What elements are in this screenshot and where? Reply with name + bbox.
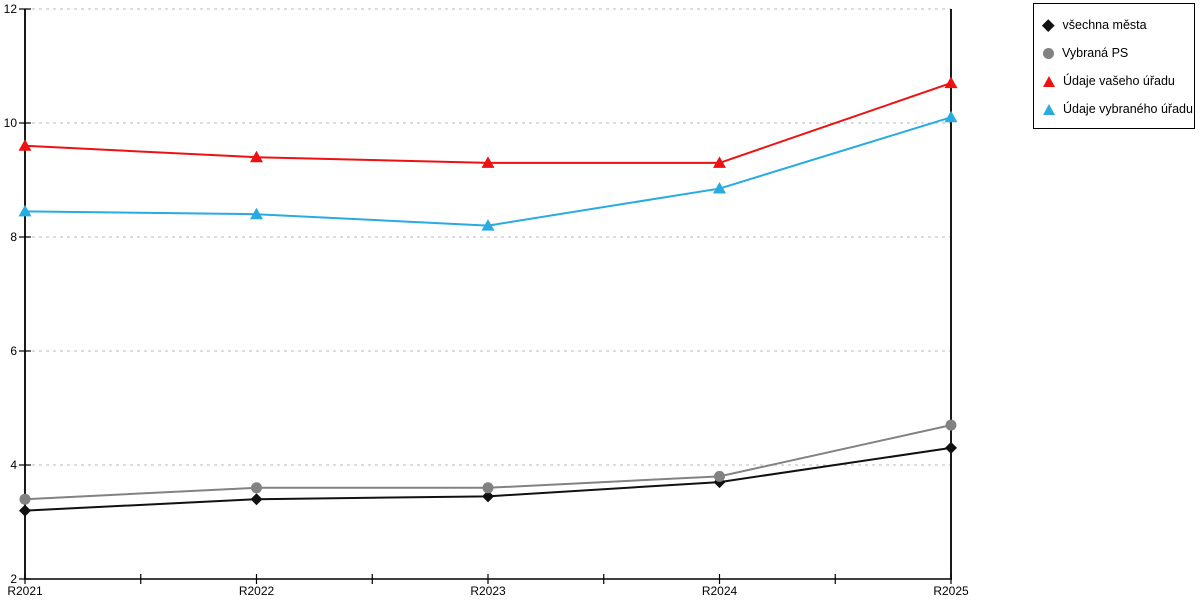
legend-item-vsechna-mesta: všechna města (1042, 11, 1192, 39)
data-point-marker (251, 482, 262, 494)
y-tick-label: 4 (10, 458, 17, 472)
legend-label: Údaje vybraného úřadu (1063, 102, 1193, 116)
legend-item-vybrana-ps: Vybraná PS (1043, 39, 1192, 67)
circle-marker-icon (1043, 47, 1054, 59)
data-point-marker (481, 219, 495, 231)
data-point-marker (714, 470, 725, 482)
triangle-marker-icon (1043, 75, 1055, 87)
data-point-marker (18, 204, 32, 217)
legend: všechna města Vybraná PS Údaje vašeho úř… (1033, 3, 1195, 129)
y-tick-label: 6 (10, 344, 17, 358)
diamond-marker-icon (1042, 18, 1055, 32)
y-tick-label: 2 (10, 572, 17, 586)
data-point-marker (945, 419, 957, 431)
data-point-marker (250, 493, 263, 506)
data-point-marker (944, 110, 958, 123)
x-tick-label: R2021 (7, 584, 43, 598)
y-tick-label: 8 (10, 230, 17, 244)
data-point-marker (481, 156, 495, 168)
series-line (24, 116, 952, 227)
triangle-marker-icon (1043, 103, 1055, 115)
x-tick-label: R2025 (933, 584, 969, 598)
legend-item-udaje-vaseho-uradu: Údaje vašeho úřadu (1043, 67, 1192, 95)
data-point-marker (944, 76, 958, 89)
data-point-marker (945, 441, 957, 454)
y-tick-label: 10 (4, 116, 18, 130)
x-tick-label: R2022 (239, 584, 275, 598)
data-point-marker (250, 150, 263, 163)
legend-label: Údaje vašeho úřadu (1063, 74, 1175, 88)
data-point-marker (713, 182, 726, 194)
data-point-marker (482, 482, 494, 494)
legend-item-udaje-vybraneho-uradu: Údaje vybraného úřadu (1043, 95, 1193, 123)
data-point-marker (713, 156, 726, 168)
legend-label: Vybraná PS (1062, 46, 1129, 60)
data-point-marker (19, 493, 31, 505)
data-point-marker (18, 139, 32, 151)
x-tick-label: R2024 (702, 584, 738, 598)
data-point-marker (250, 207, 263, 220)
data-point-marker (19, 504, 31, 517)
y-tick-label: 12 (4, 2, 18, 16)
x-tick-label: R2023 (470, 584, 506, 598)
data-point-marker (482, 490, 494, 503)
legend-label: všechna města (1062, 18, 1147, 32)
